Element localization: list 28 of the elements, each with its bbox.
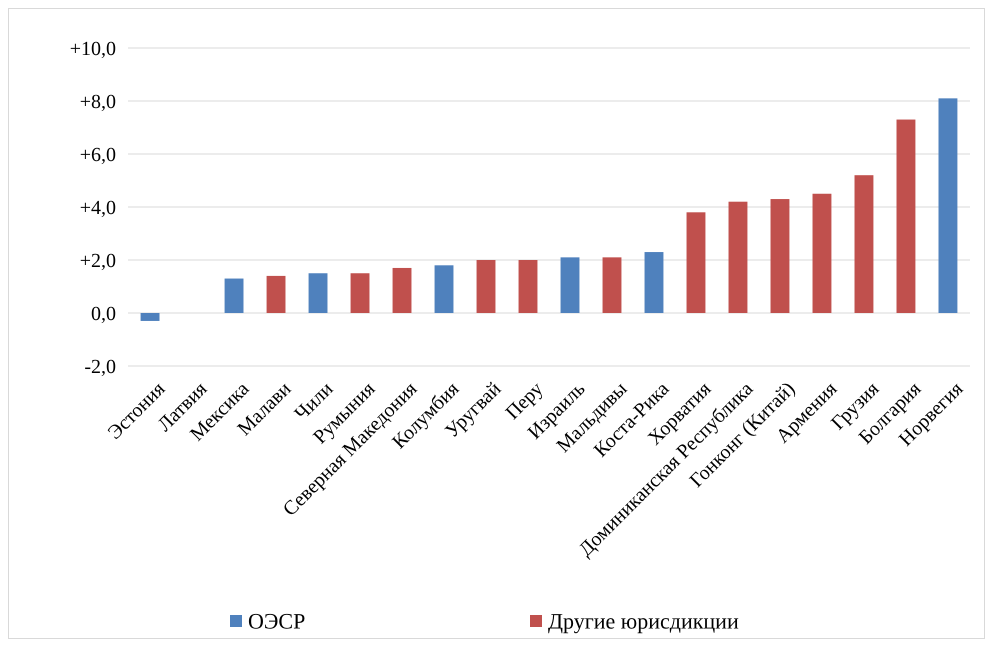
legend-label: ОЭСР [248,608,306,634]
legend-label: Другие юрисдикции [548,608,739,634]
bar [560,257,580,313]
bar [854,175,874,313]
bar [350,273,370,313]
y-tick-label: +8,0 [80,91,116,113]
y-tick-label: +4,0 [80,197,116,219]
bar [476,260,496,313]
bar [392,268,412,313]
bar [266,276,286,313]
bar [938,98,958,313]
bar [602,257,622,313]
bar [770,199,790,313]
bar [308,273,328,313]
y-tick-label: +6,0 [80,144,116,166]
bar [518,260,538,313]
bar [140,313,160,321]
bar [812,194,832,313]
y-tick-label: +2,0 [80,250,116,272]
bar [434,265,454,313]
bar [224,278,244,313]
y-tick-label: 0,0 [91,303,116,325]
bar [728,202,748,313]
bar [896,120,916,313]
bar [686,212,706,313]
y-tick-label: -2,0 [84,356,116,378]
y-tick-label: +10,0 [70,38,116,60]
bar [644,252,664,313]
